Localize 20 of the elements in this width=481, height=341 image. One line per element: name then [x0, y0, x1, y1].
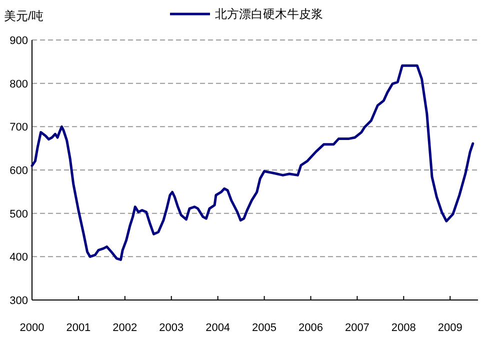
y-tick-label: 700: [10, 122, 28, 134]
x-tick-label: 2008: [391, 322, 416, 334]
x-tick-label: 2001: [66, 322, 91, 334]
y-tick-label: 500: [10, 208, 28, 220]
line-series: [30, 64, 474, 261]
y-tick-label: 300: [10, 295, 28, 307]
x-tick-label: 2009: [438, 322, 462, 334]
y-axis-title: 美元/吨: [4, 9, 44, 23]
y-tick-label: 600: [10, 165, 28, 177]
x-tick-label: 2004: [206, 322, 230, 334]
y-tick-label: 800: [10, 78, 28, 90]
x-tick-label: 2000: [20, 322, 44, 334]
x-tick-label: 2003: [159, 322, 184, 334]
x-tick-label: 2002: [112, 322, 138, 334]
legend-label: 北方漂白硬木牛皮浆: [215, 7, 323, 21]
y-tick-label: 900: [10, 35, 28, 47]
x-tick-label: 2006: [298, 322, 323, 334]
x-tick-label: 2007: [344, 322, 370, 334]
y-tick-label: 400: [10, 252, 28, 264]
x-tick-label: 2005: [252, 322, 277, 334]
